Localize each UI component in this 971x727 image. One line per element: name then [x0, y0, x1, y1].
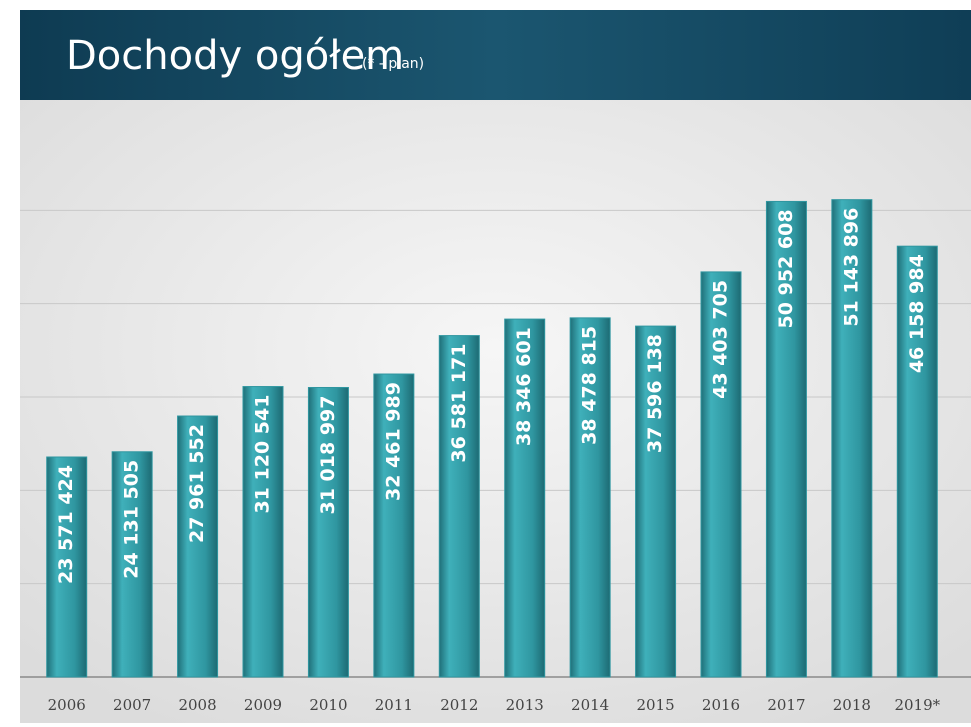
- data-label: 24 131 505: [121, 460, 143, 579]
- bar: [765, 200, 807, 678]
- bar: [46, 456, 88, 678]
- x-tick-label: 2006: [48, 696, 86, 714]
- bar: [504, 318, 546, 678]
- data-label: 23 571 424: [55, 465, 77, 584]
- data-label: 36 581 171: [448, 344, 470, 463]
- bar: [896, 245, 938, 678]
- data-label: 31 120 541: [252, 395, 274, 514]
- bar: [373, 373, 415, 678]
- plot-background: [20, 100, 971, 723]
- bar: [831, 199, 873, 678]
- data-label: 38 346 601: [513, 327, 535, 446]
- bar: [242, 386, 284, 678]
- x-tick-label: 2007: [113, 696, 151, 714]
- x-tick-label: 2016: [702, 696, 740, 714]
- chart-subtitle: (* - plan): [362, 56, 424, 72]
- bar: [111, 451, 153, 678]
- x-tick-label: 2013: [506, 696, 544, 714]
- data-label: 43 403 705: [710, 280, 732, 399]
- bar: [177, 415, 219, 678]
- header: [20, 10, 971, 100]
- x-tick-label: 2019*: [894, 696, 940, 714]
- data-label: 31 018 997: [317, 395, 339, 514]
- bar: [438, 335, 480, 678]
- data-label: 51 143 896: [840, 208, 862, 327]
- bar: [307, 386, 349, 678]
- bar: [700, 271, 742, 678]
- data-label: 50 952 608: [775, 209, 797, 328]
- data-label: 27 961 552: [186, 424, 208, 543]
- data-label: 46 158 984: [906, 254, 928, 373]
- bar: [569, 317, 611, 678]
- x-tick-label: 2010: [309, 696, 347, 714]
- x-tick-label: 2009: [244, 696, 282, 714]
- chart-title: Dochody ogółem: [66, 33, 404, 79]
- x-tick-label: 2018: [833, 696, 871, 714]
- x-tick-label: 2011: [375, 696, 413, 714]
- data-label: 37 596 138: [644, 334, 666, 453]
- bar: [635, 325, 677, 678]
- x-tick-label: 2017: [767, 696, 805, 714]
- x-tick-label: 2014: [571, 696, 609, 714]
- x-tick-label: 2012: [440, 696, 478, 714]
- data-label: 38 478 815: [579, 326, 601, 445]
- x-tick-label: 2015: [636, 696, 674, 714]
- x-tick-label: 2008: [178, 696, 216, 714]
- data-label: 32 461 989: [382, 382, 404, 501]
